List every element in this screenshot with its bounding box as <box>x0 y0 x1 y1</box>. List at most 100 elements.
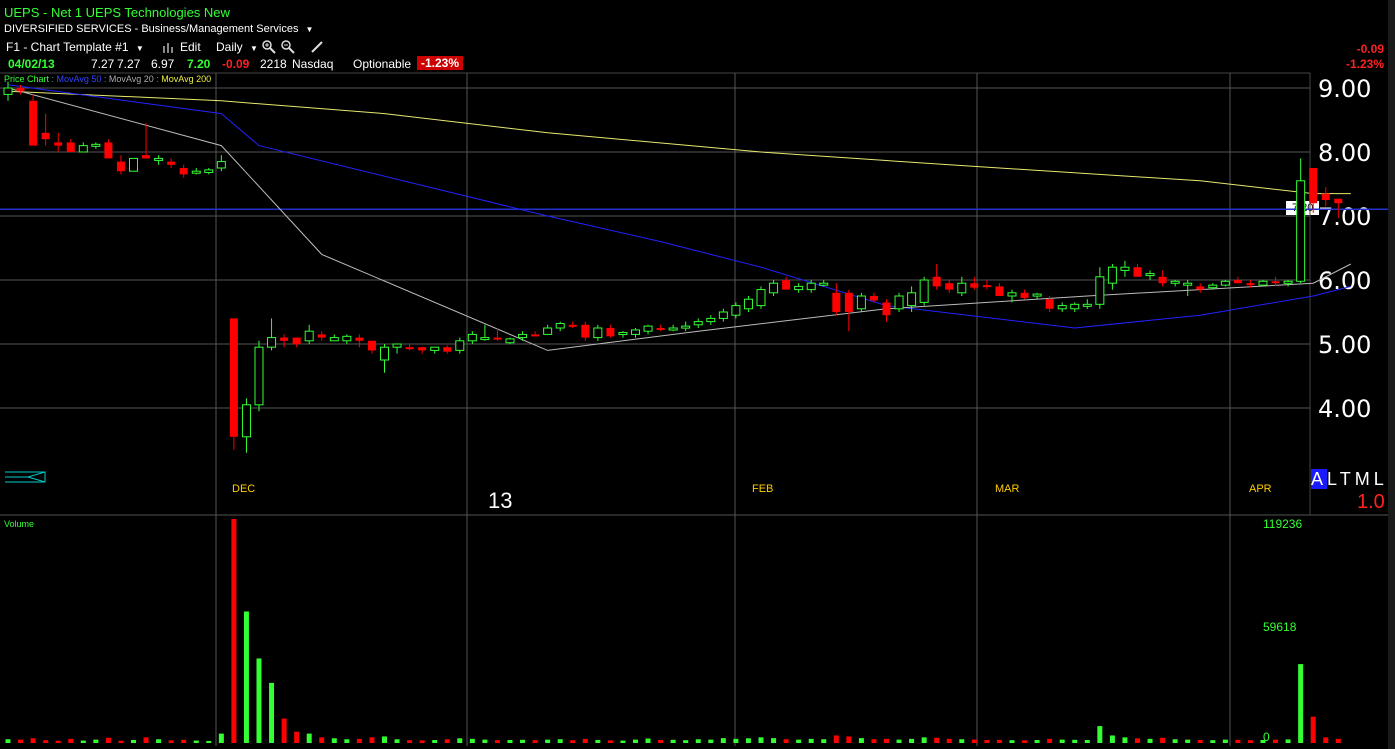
volume-bar <box>620 740 626 743</box>
template-dropdown[interactable]: F1 - Chart Template #1 ▼ <box>6 40 144 54</box>
volume-bar <box>1147 738 1153 743</box>
quote-volume: 2218 <box>260 57 287 71</box>
draw-tool-icon[interactable] <box>310 40 324 59</box>
chart-type-a[interactable]: A <box>1311 469 1328 489</box>
candle-body-down <box>29 100 38 146</box>
candle-body-up <box>1070 303 1080 310</box>
price-legend: Price Chart : MovAvg 50 : MovAvg 20 : Mo… <box>4 74 212 84</box>
volume-bar <box>783 739 789 743</box>
candle-body-up <box>1120 266 1130 271</box>
volume-bar <box>281 718 287 743</box>
volume-bar <box>1022 740 1028 743</box>
legend-price-chart: Price Chart <box>4 74 50 84</box>
volume-bar <box>68 738 74 743</box>
volume-bar <box>984 739 990 743</box>
quote-high: 7.27 <box>117 57 141 71</box>
volume-bar <box>231 519 237 743</box>
volume-bar <box>971 739 977 743</box>
edit-button[interactable]: Edit <box>162 40 201 54</box>
volume-bar <box>821 739 827 743</box>
time-label: APR <box>1249 483 1272 495</box>
candle-body-up <box>1082 303 1092 307</box>
candle-body-up <box>1032 293 1042 297</box>
candle-body-down <box>1196 286 1205 290</box>
vertical-scrollbar[interactable] <box>1388 0 1395 749</box>
candle-body-up <box>743 298 753 310</box>
volume-bar <box>1047 738 1053 743</box>
candle-body-up <box>342 335 352 342</box>
candle-body-up <box>304 330 314 342</box>
volume-bar <box>1197 739 1203 743</box>
candle-body-down <box>1309 168 1318 204</box>
volume-bar <box>181 739 187 743</box>
volume-bar <box>1323 737 1329 743</box>
candle-body-down <box>280 337 289 341</box>
chart-type-selector[interactable]: ALTML <box>1311 469 1388 490</box>
right-change: -0.09 <box>1356 42 1384 56</box>
volume-bar <box>1260 739 1266 743</box>
volume-bar <box>683 740 689 743</box>
candle-body-up <box>1170 280 1180 284</box>
volume-tick-label: 59618 <box>1263 620 1297 634</box>
candle-body-up <box>1296 180 1306 282</box>
volume-bar <box>796 739 802 743</box>
volume-bar <box>1210 740 1216 743</box>
volume-bar <box>218 733 224 743</box>
chevron-down-icon: ▼ <box>305 25 314 34</box>
candle-body-up <box>1258 280 1268 286</box>
optionable-label: Optionable <box>353 57 412 71</box>
volume-bar <box>131 739 136 743</box>
volume-bar <box>43 740 49 743</box>
legend-ma20: MovAvg 20 <box>108 74 154 84</box>
volume-legend: Volume <box>4 519 35 529</box>
volume-bar <box>1160 737 1166 743</box>
price-tick-label: 9.00 <box>1318 75 1371 103</box>
volume-bar <box>595 739 601 743</box>
zoom-out-icon[interactable] <box>281 40 295 59</box>
volume-bar <box>156 739 162 743</box>
volume-bar <box>1235 739 1241 743</box>
candle-body-up <box>1057 305 1067 310</box>
quote-exchange: Nasdaq <box>292 57 334 71</box>
chart-type-l[interactable]: L <box>1327 469 1340 489</box>
price-tick-label: 4.00 <box>1318 395 1371 423</box>
volume-bar <box>921 737 927 743</box>
candle-body-down <box>179 168 188 175</box>
candle-body-up <box>254 346 264 406</box>
chart-type-m[interactable]: M <box>1354 469 1374 489</box>
volume-bar <box>319 737 325 743</box>
candle-body-up <box>894 295 904 310</box>
chart-type-l2[interactable]: L <box>1373 469 1388 489</box>
candle-body-down <box>1020 292 1029 298</box>
quote-change: -0.09 <box>222 57 250 71</box>
volume-bar <box>557 739 563 743</box>
volume-bar <box>1135 738 1140 743</box>
candle-body-up <box>467 333 477 342</box>
candle-body-down <box>142 155 151 159</box>
candle-body-up <box>543 327 553 335</box>
volume-bar <box>545 739 551 743</box>
volume-bar <box>858 738 864 743</box>
candle-body-up <box>718 311 728 319</box>
volume-bar <box>369 737 375 743</box>
volume-bar <box>269 682 275 743</box>
candle-body-down <box>443 347 452 352</box>
candle-body-up <box>593 327 603 339</box>
zoom-in-icon[interactable] <box>262 40 276 59</box>
chart-type-t[interactable]: T <box>1339 469 1355 489</box>
candle-body-down <box>1045 299 1054 309</box>
ma50-line <box>7 84 1351 329</box>
candle-body-up <box>1107 266 1117 284</box>
period-dropdown[interactable]: Daily ▼ <box>216 40 258 54</box>
volume-bar <box>306 733 312 743</box>
volume-bar <box>1285 739 1291 743</box>
candle-body-up <box>480 337 490 341</box>
volume-bar <box>193 740 199 743</box>
candle-body-down <box>104 142 113 159</box>
sector-dropdown[interactable]: DIVERSIFIED SERVICES - Business/Manageme… <box>4 23 313 35</box>
candle-body-down <box>66 142 75 152</box>
volume-bar <box>909 738 915 743</box>
edit-label: Edit <box>180 40 201 54</box>
candle-body-up <box>505 338 515 344</box>
